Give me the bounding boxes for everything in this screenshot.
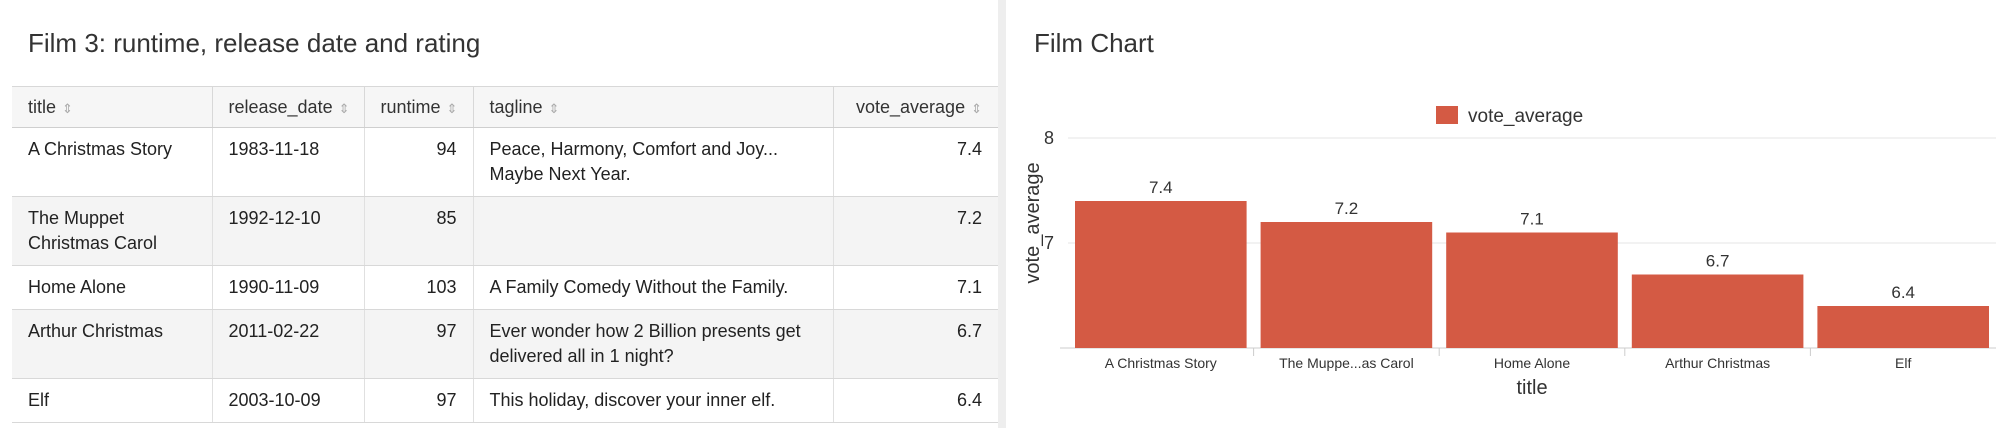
cell-runtime: 94	[364, 127, 474, 197]
cell-runtime: 97	[364, 378, 474, 423]
column-header-label: title	[28, 96, 57, 117]
cell-title: A Christmas Story	[12, 127, 213, 197]
y-tick-label: 8	[1044, 128, 1054, 148]
cell-title: The Muppet Christmas Carol	[12, 196, 213, 266]
cell-vote-average: 6.4	[833, 378, 998, 423]
cell-release-date: 2011-02-22	[212, 309, 365, 379]
sort-icon: ⇕	[446, 100, 458, 116]
column-header-label: tagline	[489, 96, 543, 117]
bar	[1075, 201, 1247, 348]
cell-tagline: A Family Comedy Without the Family.	[473, 265, 834, 310]
bar	[1817, 306, 1989, 348]
data-label: 6.7	[1706, 252, 1730, 271]
y-axis-title: vote_average	[1022, 162, 1044, 283]
column-header-runtime[interactable]: runtime ⇕	[364, 86, 474, 128]
cell-vote-average: 7.4	[833, 127, 998, 197]
legend-swatch	[1436, 106, 1458, 124]
sort-icon: ⇕	[548, 100, 560, 116]
cell-tagline	[473, 196, 834, 266]
chart-panel: Film Chart 8 7 7.4 A Christmas Story 7.2 The …	[1006, 0, 2004, 428]
column-header-vote-average[interactable]: vote_average ⇕	[833, 86, 998, 128]
table-panel: Film 3: runtime, release date and rating…	[0, 0, 998, 428]
bar	[1446, 232, 1618, 348]
table-row: Arthur Christmas 2011-02-22 97 Ever wond…	[12, 309, 998, 379]
table-row: Home Alone 1990-11-09 103 A Family Comed…	[12, 265, 998, 310]
cell-vote-average: 7.1	[833, 265, 998, 310]
data-label: 7.4	[1149, 178, 1173, 197]
data-label: 6.4	[1891, 283, 1915, 302]
data-label: 7.2	[1335, 199, 1359, 218]
cell-runtime: 103	[364, 265, 474, 310]
x-tick-label: Elf	[1895, 355, 1911, 371]
cell-release-date: 1990-11-09	[212, 265, 365, 310]
legend-label: vote_average	[1468, 106, 1583, 127]
cell-release-date: 1983-11-18	[212, 127, 365, 197]
cell-tagline: Peace, Harmony, Comfort and Joy... Maybe…	[473, 127, 834, 197]
cell-title: Arthur Christmas	[12, 309, 213, 379]
data-label: 7.1	[1520, 210, 1544, 229]
y-tick-label: 7	[1044, 233, 1054, 253]
bar	[1260, 222, 1433, 348]
column-header-label: runtime	[380, 96, 441, 117]
cell-vote-average: 7.2	[833, 196, 998, 266]
cell-title: Home Alone	[12, 265, 213, 310]
cell-release-date: 2003-10-09	[212, 378, 365, 423]
chart-panel-title: Film Chart	[1034, 28, 1154, 58]
cell-tagline: Ever wonder how 2 Billion presents get d…	[473, 309, 834, 379]
cell-vote-average: 6.7	[833, 309, 998, 379]
x-tick-label: Home Alone	[1494, 355, 1570, 371]
cell-runtime: 97	[364, 309, 474, 379]
sort-icon: ⇕	[338, 100, 350, 116]
table-row: The Muppet Christmas Carol 1992-12-10 85…	[12, 196, 998, 266]
table-panel-title: Film 3: runtime, release date and rating	[28, 28, 481, 58]
bar	[1631, 274, 1804, 348]
column-header-release-date[interactable]: release_date ⇕	[212, 86, 365, 128]
column-header-label: vote_average	[856, 96, 966, 117]
film-table: title ⇕ release_date ⇕ runtime ⇕ tagline ⇕ v…	[12, 86, 998, 423]
cell-release-date: 1992-12-10	[212, 196, 365, 266]
column-header-tagline[interactable]: tagline ⇕	[473, 86, 834, 128]
x-axis-title: title	[1516, 377, 1547, 399]
table-row: Elf 2003-10-09 97 This holiday, discover…	[12, 378, 998, 423]
bar-chart: 8 7 7.4 A Christmas Story 7.2 The Muppe...as …	[1022, 106, 1996, 399]
x-tick-label: The Muppe...as Carol	[1279, 355, 1414, 371]
sort-icon: ⇕	[62, 100, 73, 116]
x-tick-label: A Christmas Story	[1105, 355, 1217, 371]
x-tick-label: Arthur Christmas	[1665, 355, 1770, 371]
column-header-label: release_date	[228, 96, 333, 117]
cell-runtime: 85	[364, 196, 474, 266]
table-row: A Christmas Story 1983-11-18 94 Peace, H…	[12, 127, 998, 197]
cell-tagline: This holiday, discover your inner elf.	[473, 378, 834, 423]
column-header-title[interactable]: title ⇕	[12, 86, 213, 128]
table-header-row: title ⇕ release_date ⇕ runtime ⇕ tagline ⇕ v…	[12, 86, 998, 128]
sort-icon: ⇕	[971, 100, 982, 116]
cell-title: Elf	[12, 378, 213, 423]
